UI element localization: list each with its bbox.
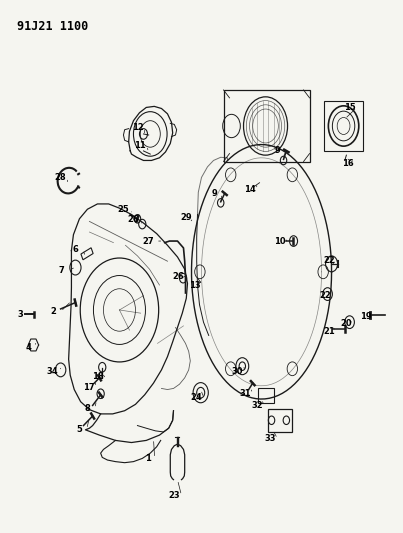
Text: 22: 22 <box>319 291 330 300</box>
Text: 16: 16 <box>342 159 353 167</box>
Text: 26: 26 <box>128 215 139 224</box>
Bar <box>268 409 291 432</box>
Text: 22: 22 <box>324 256 335 265</box>
Text: 31: 31 <box>240 389 251 398</box>
Text: 21: 21 <box>323 327 334 336</box>
Text: 15: 15 <box>344 103 355 112</box>
Text: 27: 27 <box>143 237 154 246</box>
Bar <box>324 101 363 151</box>
Bar <box>81 248 93 260</box>
Text: 20: 20 <box>341 319 352 328</box>
Text: 11: 11 <box>133 141 145 150</box>
Text: 14: 14 <box>244 185 256 194</box>
Text: 5: 5 <box>77 425 82 434</box>
Text: 24: 24 <box>191 393 203 402</box>
Text: 17: 17 <box>83 383 94 392</box>
Text: 7: 7 <box>58 266 64 274</box>
Text: 2: 2 <box>50 307 56 316</box>
Text: 28: 28 <box>55 173 66 182</box>
Text: 12: 12 <box>132 123 143 132</box>
Text: 34: 34 <box>47 367 58 376</box>
Text: 9: 9 <box>212 189 218 198</box>
Text: 8: 8 <box>85 404 90 413</box>
Text: 10: 10 <box>274 237 285 246</box>
Text: 6: 6 <box>73 245 78 254</box>
Text: 33: 33 <box>265 434 276 443</box>
Text: 23: 23 <box>168 491 180 500</box>
Bar <box>258 389 274 403</box>
Bar <box>224 90 310 161</box>
Text: 25: 25 <box>118 205 129 214</box>
Text: 13: 13 <box>189 280 201 289</box>
Text: 30: 30 <box>232 367 243 376</box>
Text: 91J21 1100: 91J21 1100 <box>17 20 88 33</box>
Text: 19: 19 <box>360 312 372 321</box>
Text: 32: 32 <box>252 401 263 410</box>
Text: 3: 3 <box>18 310 23 319</box>
Text: 26: 26 <box>172 271 184 280</box>
Text: 29: 29 <box>181 213 192 222</box>
Text: 9: 9 <box>275 147 280 156</box>
Text: 4: 4 <box>26 343 31 352</box>
Text: 1: 1 <box>145 454 150 463</box>
Text: 18: 18 <box>91 372 103 381</box>
